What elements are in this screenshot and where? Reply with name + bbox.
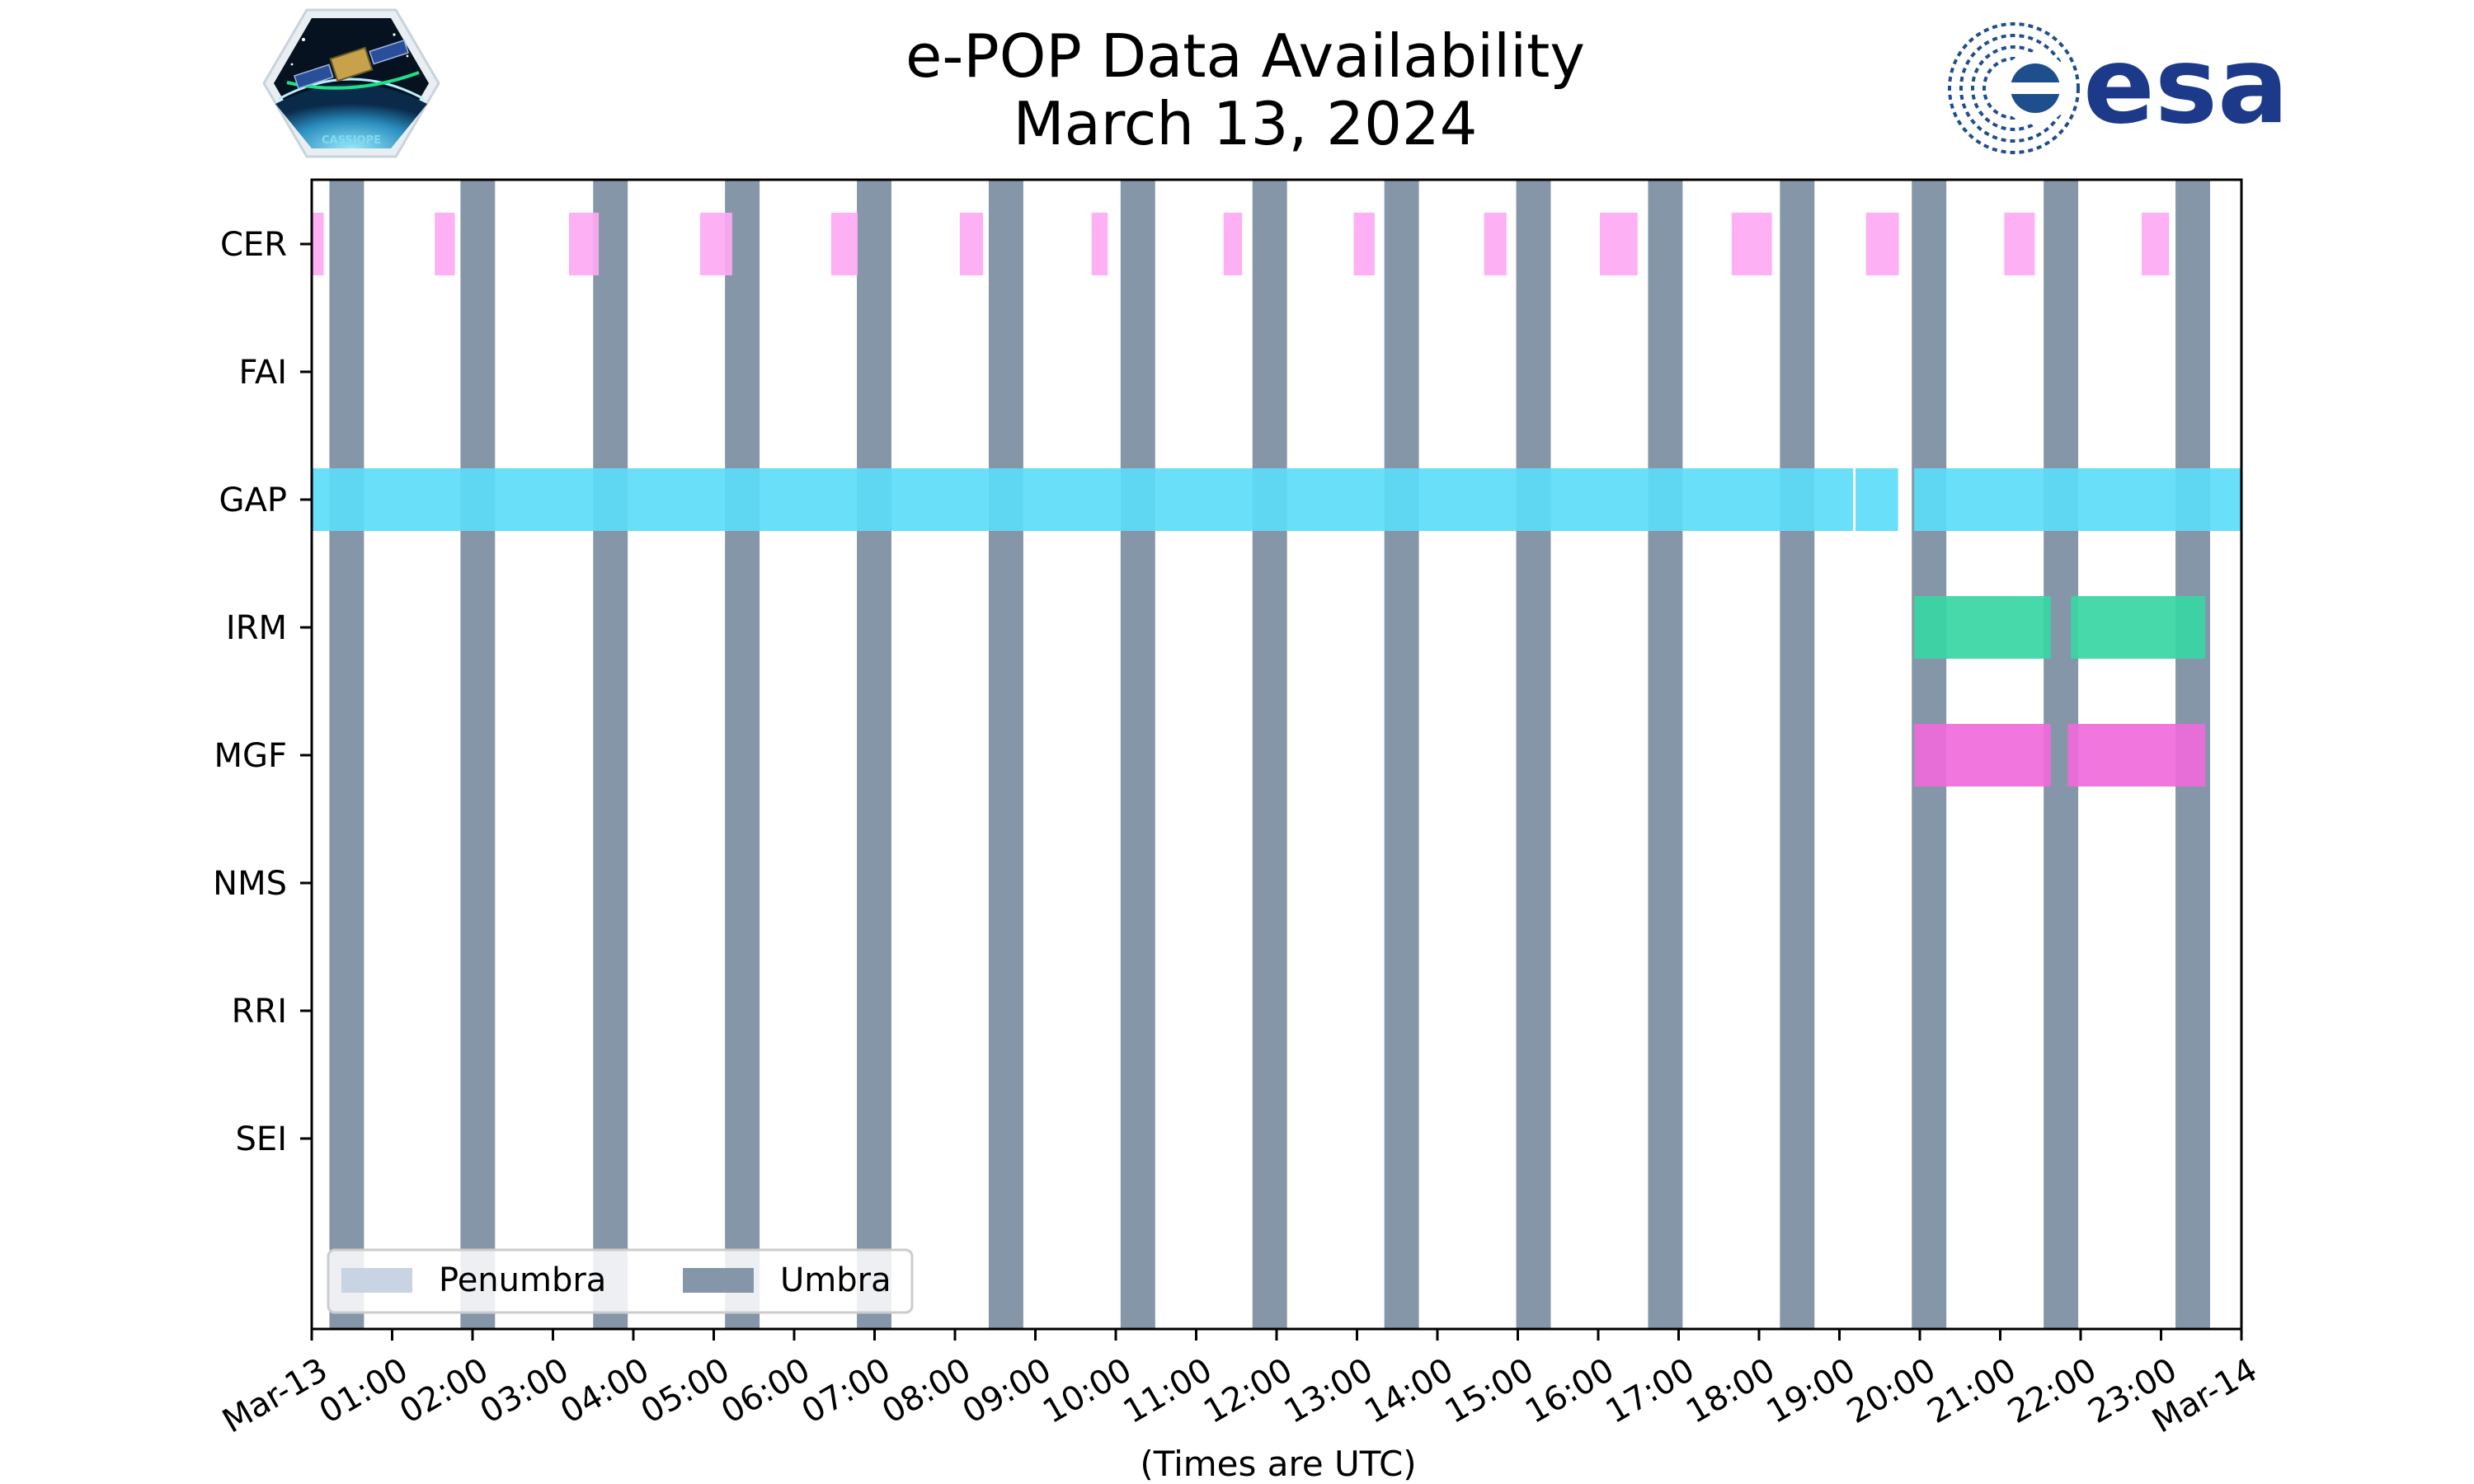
bar-gap-3	[1914, 468, 2241, 531]
bar-irm-1	[1914, 596, 2051, 659]
xtick-label-5: 05:00	[635, 1351, 736, 1431]
xtick-label-17: 17:00	[1600, 1351, 1701, 1431]
xtick-label-22: 22:00	[2001, 1351, 2103, 1431]
bar-cer-13	[1865, 213, 1899, 275]
bar-cer-14	[2004, 213, 2035, 275]
umbra-band-7	[1120, 180, 1155, 1329]
bar-gap-2	[1856, 468, 1898, 531]
umbra-band-6	[988, 180, 1023, 1329]
bar-cer-11	[1599, 213, 1638, 275]
xtick-label-14: 14:00	[1358, 1351, 1460, 1431]
cassiope-logo-text: CASSIOPE	[322, 134, 381, 147]
esa-logo: esa	[1948, 22, 2288, 154]
x-axis-label: (Times are UTC)	[1140, 1444, 1417, 1484]
bar-gap-1	[312, 468, 1854, 531]
ytick-label-irm: IRM	[226, 609, 287, 647]
umbra-band-4	[725, 180, 760, 1329]
ytick-label-fai: FAI	[239, 354, 288, 392]
xtick-label-12: 12:00	[1197, 1351, 1299, 1431]
ytick-label-nms: NMS	[213, 865, 287, 903]
xtick-label-10: 10:00	[1037, 1351, 1138, 1431]
xtick-label-6: 06:00	[715, 1351, 816, 1431]
xtick-label-19: 19:00	[1761, 1351, 1862, 1431]
umbra-band-11	[1648, 180, 1683, 1329]
xtick-label-18: 18:00	[1680, 1351, 1781, 1431]
xtick-label-13: 13:00	[1278, 1351, 1380, 1431]
xtick-label-7: 07:00	[796, 1351, 897, 1431]
xtick-label-2: 02:00	[393, 1351, 495, 1431]
instrument-bars	[312, 213, 2241, 787]
xtick-label-4: 04:00	[554, 1351, 656, 1431]
bar-cer-9	[1353, 213, 1375, 275]
chart-title-line-2: March 13, 2024	[1013, 89, 1478, 158]
bar-cer-10	[1484, 213, 1507, 275]
xtick-label-1: 01:00	[313, 1351, 415, 1431]
xtick-label-16: 16:00	[1519, 1351, 1620, 1431]
xtick-label-21: 21:00	[1921, 1351, 2023, 1431]
bar-cer-8	[1223, 213, 1243, 275]
umbra-band-10	[1516, 180, 1551, 1329]
ytick-label-rri: RRI	[232, 993, 287, 1031]
legend-box	[327, 1248, 914, 1314]
chart-title-line-1: e-POP Data Availability	[905, 21, 1585, 91]
ytick-label-cer: CER	[220, 226, 287, 264]
y-axis: CER FAI GAP IRM MGF NMS RRI SEI	[213, 226, 312, 1158]
umbra-bands	[329, 180, 2210, 1329]
bar-cer-1	[312, 213, 324, 275]
xtick-label-11: 11:00	[1117, 1351, 1219, 1431]
legend: Penumbra Umbra	[327, 1248, 914, 1314]
bar-cer-12	[1731, 213, 1772, 275]
xtick-label-8: 08:00	[876, 1351, 977, 1431]
xtick-label-3: 03:00	[474, 1351, 576, 1431]
umbra-band-2	[460, 180, 496, 1329]
bar-cer-15	[2142, 213, 2170, 275]
bar-cer-3	[569, 213, 600, 275]
umbra-band-3	[593, 180, 628, 1329]
earth-icon	[275, 84, 427, 148]
bar-mgf-2	[2067, 724, 2206, 787]
bar-irm-2	[2071, 596, 2206, 659]
cassiope-logo: CASSIOPE	[262, 8, 440, 158]
bar-cer-7	[1091, 213, 1108, 275]
legend-swatch-umbra	[683, 1268, 754, 1293]
satellite-icon	[294, 39, 409, 90]
ytick-label-sei: SEI	[236, 1120, 287, 1158]
legend-label-penumbra: Penumbra	[439, 1261, 606, 1299]
ytick-label-gap: GAP	[219, 481, 287, 519]
esa-logo-text: esa	[2083, 25, 2288, 148]
xtick-label-20: 20:00	[1841, 1351, 1942, 1431]
legend-label-umbra: Umbra	[780, 1261, 891, 1299]
umbra-band-9	[1384, 180, 1419, 1329]
xtick-label-9: 09:00	[957, 1351, 1058, 1431]
bar-cer-6	[959, 213, 984, 275]
x-axis: Mar-1301:0002:0003:0004:0005:0006:0007:0…	[216, 1329, 2264, 1440]
bar-cer-2	[435, 213, 455, 275]
bar-cer-5	[830, 213, 858, 275]
xtick-label-15: 15:00	[1439, 1351, 1540, 1431]
umbra-band-5	[857, 180, 891, 1329]
legend-swatch-penumbra	[341, 1268, 412, 1293]
umbra-band-12	[1780, 180, 1815, 1329]
umbra-band-8	[1252, 180, 1287, 1329]
ytick-label-mgf: MGF	[214, 737, 287, 775]
bar-mgf-1	[1914, 724, 2051, 787]
umbra-band-1	[329, 180, 365, 1329]
bar-cer-4	[699, 213, 732, 275]
